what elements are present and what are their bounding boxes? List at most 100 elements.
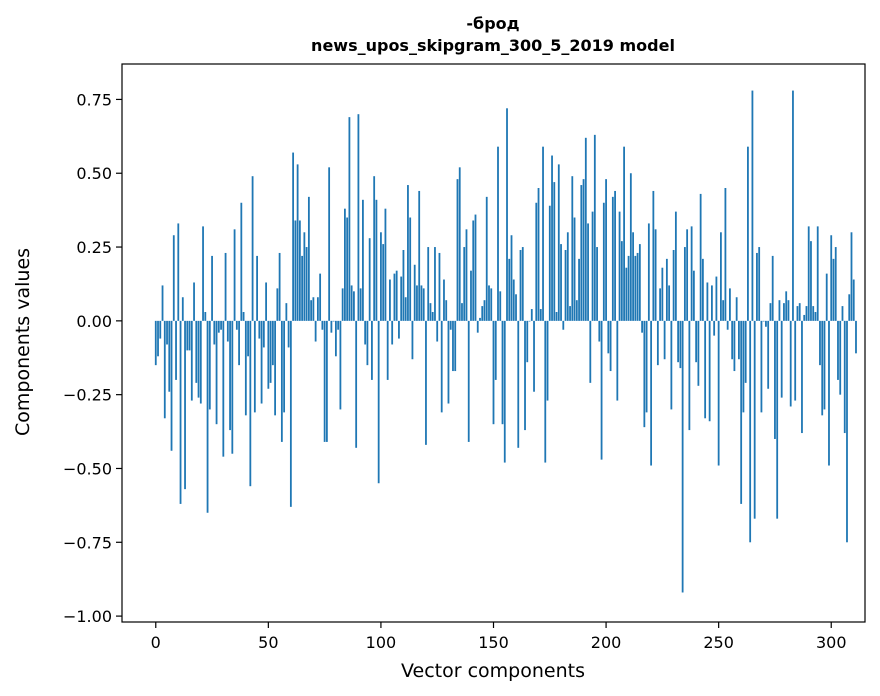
bar-25 <box>211 255 213 321</box>
bar-20 <box>199 320 202 404</box>
bar-256 <box>731 320 734 360</box>
bar-80 <box>334 320 337 357</box>
bar-92 <box>362 199 364 321</box>
bar-188 <box>578 258 580 321</box>
bar-260 <box>740 320 743 504</box>
bar-30 <box>222 320 225 457</box>
bar-194 <box>591 211 594 321</box>
bar-132 <box>452 320 454 372</box>
bar-193 <box>589 320 592 383</box>
bar-286 <box>798 303 801 321</box>
bar-47 <box>260 320 263 404</box>
bar-61 <box>292 152 295 321</box>
bar-293 <box>814 312 817 321</box>
bar-5 <box>166 320 168 345</box>
bar-275 <box>774 320 776 439</box>
bar-146 <box>483 300 486 321</box>
bar-144 <box>479 317 481 321</box>
bar-52 <box>271 320 274 366</box>
bar-226 <box>663 320 666 360</box>
bar-106 <box>393 273 396 321</box>
bar-216 <box>641 320 643 333</box>
bar-63 <box>296 164 299 321</box>
bar-31 <box>224 252 227 321</box>
bar-299 <box>828 320 830 466</box>
bar-78 <box>330 320 333 333</box>
bar-23 <box>206 320 209 513</box>
bar-179 <box>557 164 560 321</box>
bar-28 <box>217 320 220 333</box>
bar-17 <box>193 282 195 321</box>
bar-271 <box>765 320 767 327</box>
bar-86 <box>348 117 351 321</box>
bar-137 <box>463 247 466 321</box>
bar-210 <box>627 255 630 321</box>
bar-118 <box>420 285 423 321</box>
bar-101 <box>382 244 385 321</box>
bar-198 <box>600 320 603 460</box>
bar-250 <box>717 320 720 466</box>
bar-75 <box>323 320 326 442</box>
bar-141 <box>472 220 475 321</box>
bar-222 <box>654 229 657 321</box>
bar-213 <box>634 255 637 321</box>
bar-190 <box>582 179 585 321</box>
bar-192 <box>587 223 589 321</box>
y-tick-label: −0.50 <box>63 459 112 478</box>
y-tick-label: −1.00 <box>63 607 112 626</box>
bar-243 <box>701 258 704 321</box>
bar-65 <box>301 255 304 321</box>
bar-230 <box>672 250 675 321</box>
y-tick-label: 0.25 <box>76 238 112 257</box>
bar-120 <box>425 320 427 445</box>
bar-148 <box>488 285 490 321</box>
bar-70 <box>312 297 315 321</box>
bar-236 <box>686 229 689 321</box>
bar-124 <box>434 247 436 321</box>
bar-162 <box>519 250 522 321</box>
bar-235 <box>683 247 686 321</box>
bar-122 <box>429 303 432 321</box>
bar-104 <box>389 279 391 321</box>
bar-79 <box>332 320 335 322</box>
bar-109 <box>400 276 403 321</box>
bar-83 <box>341 288 344 321</box>
bar-158 <box>510 235 513 321</box>
bar-167 <box>530 309 533 321</box>
bar-242 <box>699 193 702 321</box>
bar-57 <box>283 320 286 413</box>
bar-37 <box>238 320 240 366</box>
bar-119 <box>422 288 425 321</box>
bar-48 <box>262 320 265 348</box>
bar-10 <box>177 223 180 321</box>
bar-4 <box>163 320 166 419</box>
bar-303 <box>837 320 839 380</box>
bar-53 <box>274 320 276 416</box>
bar-108 <box>398 320 400 339</box>
bar-300 <box>830 235 833 321</box>
bar-197 <box>598 320 601 342</box>
bar-255 <box>729 288 731 321</box>
bar-59 <box>287 320 290 348</box>
bar-306 <box>843 320 846 434</box>
bar-40 <box>244 320 247 416</box>
bar-99 <box>377 320 380 484</box>
bar-295 <box>819 320 821 366</box>
bar-145 <box>481 306 484 321</box>
bar-184 <box>569 306 571 321</box>
bar-87 <box>350 285 353 321</box>
bar-301 <box>832 258 835 321</box>
bar-1 <box>157 320 159 357</box>
bar-21 <box>202 226 204 321</box>
bar-309 <box>850 232 853 321</box>
bar-107 <box>395 270 398 321</box>
bar-133 <box>454 320 457 372</box>
bar-223 <box>656 320 659 366</box>
bar-116 <box>416 285 418 321</box>
bar-98 <box>375 199 378 321</box>
bar-140 <box>470 270 472 321</box>
bar-217 <box>643 320 646 428</box>
bar-136 <box>461 303 463 321</box>
bar-189 <box>580 185 583 321</box>
bar-125 <box>436 320 439 342</box>
